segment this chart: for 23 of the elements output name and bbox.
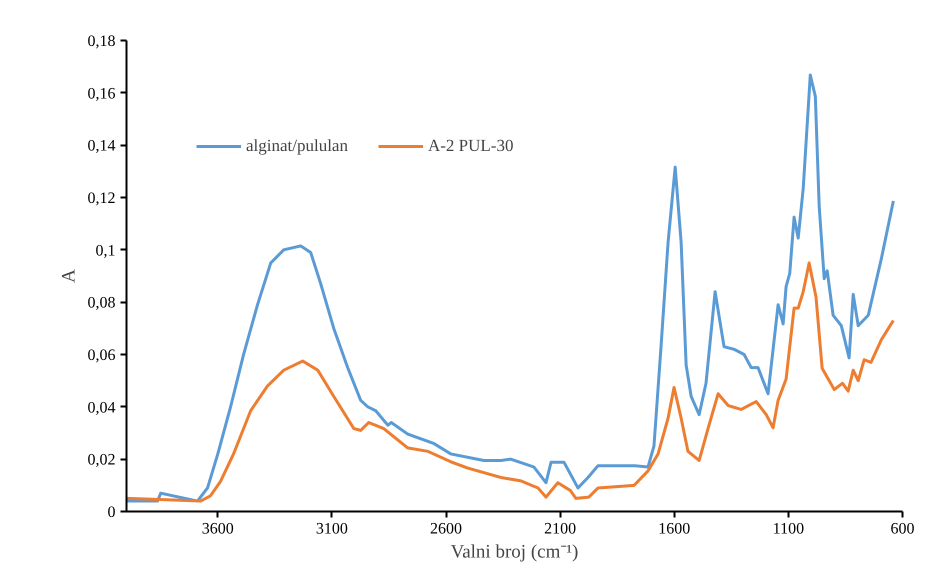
x-tick-label: 600: [890, 520, 914, 538]
y-tick-label: 0,12: [88, 190, 116, 207]
line-series: [126, 74, 895, 503]
y-tick-label: 0,02: [88, 452, 116, 469]
x-tick-label: 2100: [544, 520, 576, 538]
y-axis-title: A: [58, 268, 80, 283]
x-tick-label: 3600: [202, 520, 234, 538]
y-tick-label: 0,06: [88, 347, 116, 364]
legend-label: alginat/pululan: [246, 136, 348, 156]
y-tick-label: 0,16: [88, 85, 116, 102]
y-tick-label: 0,18: [88, 33, 116, 50]
x-tick-label: 2600: [430, 520, 462, 538]
y-tick-label: 0,08: [88, 294, 116, 312]
x-tick-label: 1100: [772, 520, 804, 538]
y-tick-label: 0,14: [88, 138, 116, 155]
line-series: [126, 261, 895, 503]
y-tick-label: 0,04: [88, 399, 116, 416]
x-tick-label: 1600: [658, 520, 690, 538]
x-tick-label: 3100: [316, 520, 348, 538]
y-tick-label: 0: [108, 504, 116, 521]
legend-label: A-2 PUL-30: [428, 136, 514, 156]
y-tick-label: 0,1: [96, 242, 116, 260]
x-axis-title: Valni broj (cm⁻¹): [450, 542, 578, 562]
